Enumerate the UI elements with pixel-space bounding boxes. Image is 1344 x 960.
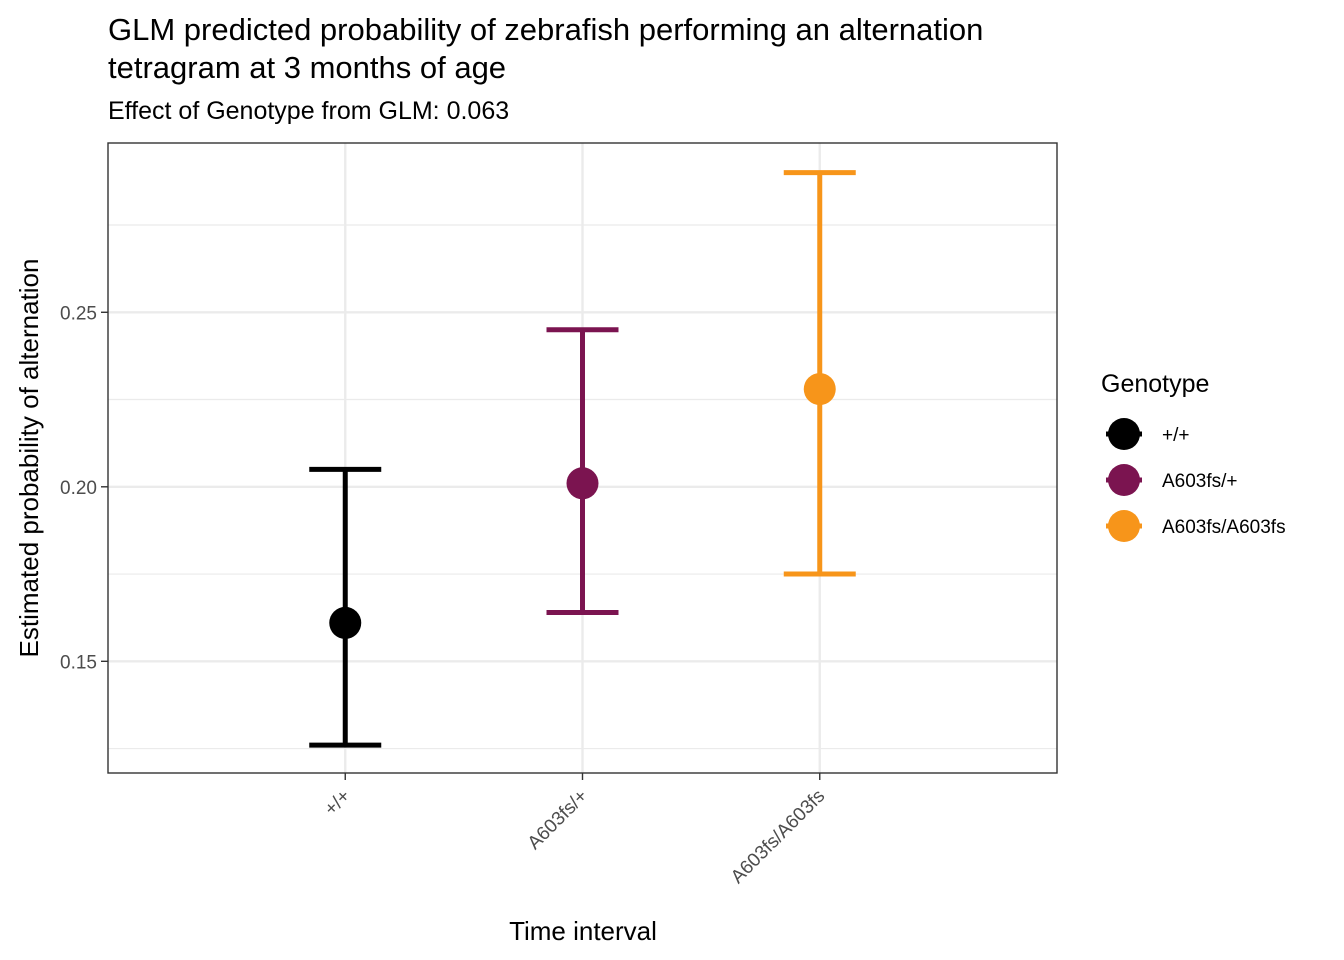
x-axis: +/+ A603fs/+ A603fs/A603fs — [321, 773, 829, 888]
plot-marks — [309, 170, 856, 748]
chart-title-line-1: GLM predicted probability of zebrafish p… — [108, 12, 983, 47]
legend-item: +/+ — [1106, 418, 1189, 450]
legend-key-point — [1108, 464, 1140, 496]
x-axis-title: Time interval — [509, 916, 657, 946]
legend-item: A603fs/+ — [1106, 464, 1238, 496]
chart-title-line-2: tetragram at 3 months of age — [108, 50, 506, 85]
legend-label: A603fs/A603fs — [1162, 517, 1286, 538]
x-tick-label: +/+ — [321, 786, 355, 820]
series-3 — [783, 170, 856, 577]
y-tick-label: 0.15 — [60, 652, 97, 673]
y-axis: 0.15 0.20 0.25 — [60, 303, 108, 673]
point-estimate — [566, 467, 599, 500]
y-tick-label: 0.25 — [60, 303, 97, 324]
legend-label: A603fs/+ — [1162, 471, 1238, 492]
x-tick-label: A603fs/A603fs — [727, 786, 829, 888]
point-estimate — [329, 606, 362, 639]
series-1 — [309, 466, 382, 748]
point-estimate — [803, 373, 836, 406]
legend: Genotype +/+ A603fs/+ A603fs/A603fs — [1101, 370, 1286, 542]
chart-subtitle: Effect of Genotype from GLM: 0.063 — [108, 97, 509, 125]
legend-item: A603fs/A603fs — [1106, 510, 1286, 542]
y-tick-label: 0.20 — [60, 478, 97, 499]
y-axis-title: Estimated probability of alternation — [14, 259, 44, 658]
x-tick-label: A603fs/+ — [524, 786, 592, 854]
legend-label: +/+ — [1162, 425, 1189, 446]
series-2 — [546, 327, 619, 615]
legend-key-point — [1108, 418, 1140, 450]
legend-title: Genotype — [1101, 370, 1209, 398]
legend-key-point — [1108, 510, 1140, 542]
